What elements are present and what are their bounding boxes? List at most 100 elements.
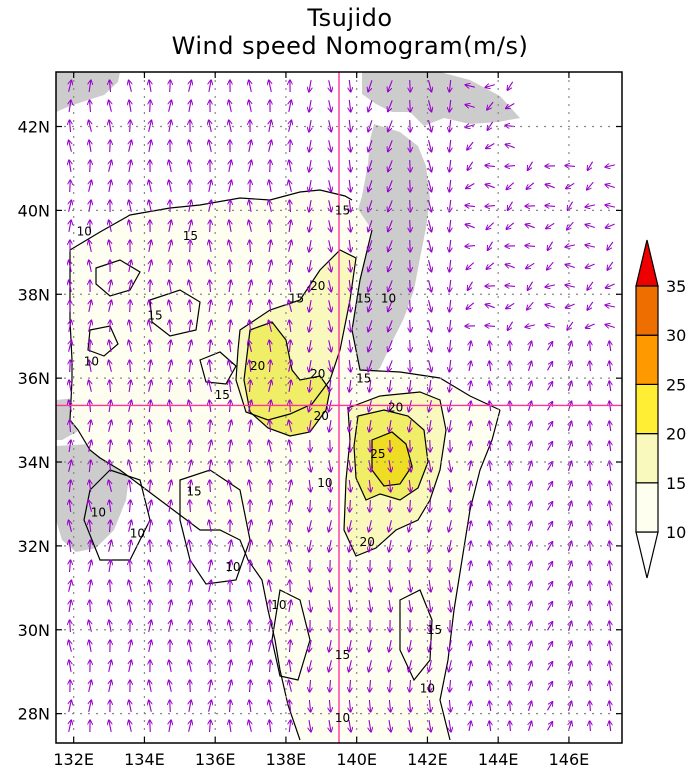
wind-vector <box>109 720 111 733</box>
wind-vector <box>170 460 171 473</box>
wind-vector <box>109 120 111 132</box>
wind-vector <box>569 341 572 351</box>
wind-vector <box>229 620 232 632</box>
wind-vector <box>429 379 431 392</box>
wind-vector <box>350 499 351 512</box>
wind-vector <box>569 381 572 391</box>
wind-vector <box>149 520 151 532</box>
wind-vector <box>469 481 471 492</box>
wind-vector <box>349 179 350 192</box>
wind-vector <box>590 541 591 552</box>
plot-frame <box>55 71 623 744</box>
wind-vector <box>388 200 393 211</box>
wind-vector <box>309 139 311 152</box>
wind-vector <box>129 220 132 233</box>
wind-vector <box>229 500 231 513</box>
wind-vector <box>310 499 311 512</box>
wind-vector <box>607 241 614 250</box>
wind-vector <box>389 460 391 472</box>
wind-vector <box>429 479 430 492</box>
wind-vector <box>209 80 211 93</box>
wind-vector <box>89 380 92 392</box>
wind-vector <box>269 120 271 133</box>
wind-vector <box>190 680 191 693</box>
wind-vector <box>89 700 92 713</box>
wind-vector <box>89 180 92 192</box>
wind-vector <box>488 241 493 251</box>
wind-vector <box>170 80 171 93</box>
wind-vector <box>189 540 191 553</box>
wind-vector <box>189 380 190 393</box>
wind-vector <box>189 720 192 732</box>
contour-label: 20 <box>310 279 325 293</box>
wind-vector <box>429 120 432 132</box>
wind-vector <box>466 183 475 189</box>
wind-vector <box>529 361 532 371</box>
wind-vector <box>250 180 251 193</box>
wind-vector <box>209 260 212 272</box>
wind-vector <box>189 260 191 273</box>
wind-vector <box>590 561 591 572</box>
wind-vector <box>210 220 211 233</box>
wind-vector <box>329 200 332 212</box>
wind-vector <box>69 720 72 733</box>
shade-25-30 <box>372 432 412 486</box>
wind-vector <box>309 279 311 292</box>
wind-vector <box>388 280 393 291</box>
wind-vector <box>429 580 431 592</box>
wind-vector <box>149 180 152 193</box>
wind-vector <box>109 360 112 372</box>
x-tick-label: 132E <box>53 750 94 769</box>
wind-vector <box>329 300 332 312</box>
wind-vector <box>69 480 70 493</box>
wind-vector <box>69 700 72 713</box>
colorbar-label: 15 <box>666 474 686 493</box>
wind-vector <box>388 140 393 151</box>
wind-vector <box>368 260 373 271</box>
wind-vector <box>309 79 311 92</box>
wind-vector <box>169 380 170 393</box>
y-tick-label: 42N <box>18 118 50 137</box>
wind-vector <box>289 180 292 192</box>
wind-vector <box>547 622 553 631</box>
wind-vector <box>429 140 432 152</box>
wind-vector <box>329 420 331 432</box>
wind-vector <box>565 265 575 268</box>
wind-vector <box>510 541 511 552</box>
wind-vector <box>545 285 556 287</box>
wind-vector <box>189 200 191 213</box>
wind-vector <box>289 480 292 493</box>
wind-vector <box>409 699 410 712</box>
wind-vector <box>150 540 151 553</box>
wind-vector <box>110 380 111 393</box>
wind-vector <box>469 461 471 472</box>
wind-vector <box>270 220 271 233</box>
wind-vector <box>189 600 192 613</box>
wind-vector <box>409 639 411 652</box>
wind-vector <box>309 420 311 432</box>
wind-vector <box>109 480 112 492</box>
wind-vector <box>489 381 490 392</box>
wind-vector <box>388 320 393 331</box>
wind-vector <box>409 660 412 672</box>
wind-vector <box>269 520 272 533</box>
wind-vector <box>89 320 92 332</box>
wind-vector <box>526 262 535 268</box>
wind-vector <box>609 701 610 712</box>
wind-vector <box>369 699 370 712</box>
wind-vector <box>547 261 554 270</box>
wind-vector <box>569 421 572 431</box>
wind-vector <box>529 701 532 711</box>
wind-vector <box>169 280 171 293</box>
wind-vector <box>149 320 152 332</box>
wind-vector <box>569 461 572 471</box>
shade-10-15 <box>70 190 500 740</box>
wind-vector <box>590 581 591 592</box>
wind-vector <box>605 224 615 228</box>
wind-vector <box>110 520 111 533</box>
wind-vector <box>230 260 231 273</box>
wind-vector <box>350 679 351 692</box>
wind-vector <box>69 500 70 513</box>
wind-vector <box>69 540 71 552</box>
wind-vector <box>449 520 452 532</box>
